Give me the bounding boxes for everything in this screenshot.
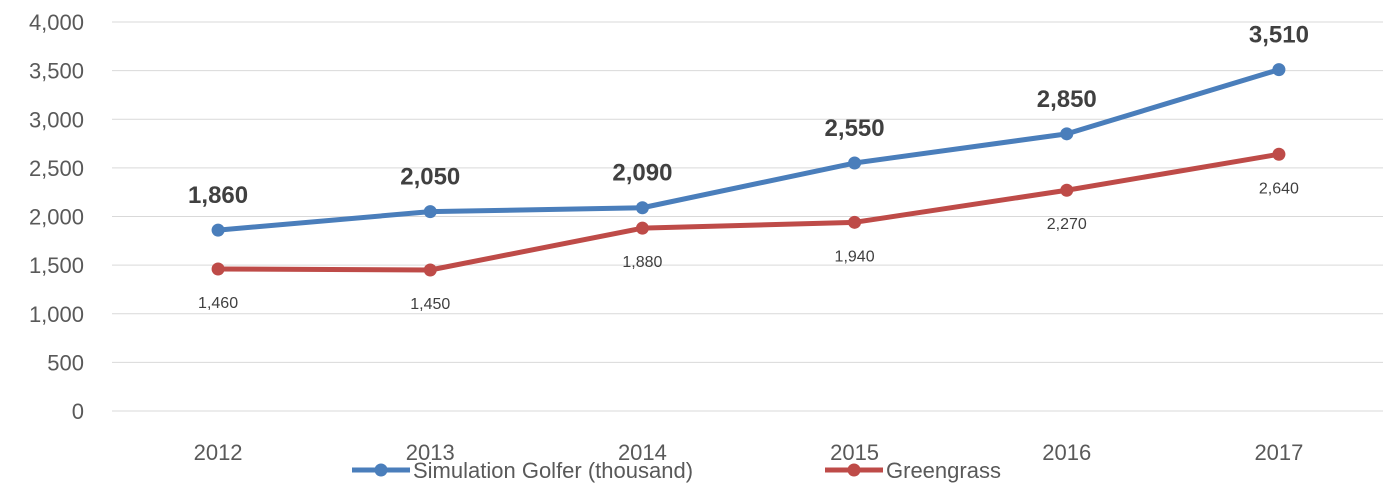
data-label: 2,050 bbox=[400, 164, 460, 191]
data-label: 2,090 bbox=[612, 160, 672, 187]
y-tick-label: 2,500 bbox=[29, 156, 84, 181]
legend: Simulation Golfer (thousand) Greengrass bbox=[352, 458, 1001, 483]
data-point bbox=[423, 263, 437, 277]
data-label: 1,460 bbox=[198, 295, 238, 312]
data-point bbox=[211, 262, 225, 276]
x-tick-label: 2016 bbox=[1042, 440, 1091, 465]
data-point bbox=[848, 215, 862, 229]
data-point bbox=[848, 156, 862, 170]
legend-label: Simulation Golfer (thousand) bbox=[413, 458, 693, 483]
y-tick-label: 1,000 bbox=[29, 302, 84, 327]
x-tick-label: 2015 bbox=[830, 440, 879, 465]
y-tick-label: 2,000 bbox=[29, 205, 84, 230]
data-label: 2,640 bbox=[1259, 180, 1299, 197]
legend-swatch-marker bbox=[847, 463, 861, 477]
data-point bbox=[211, 223, 225, 237]
y-tick-label: 3,000 bbox=[29, 107, 84, 132]
x-tick-label: 2013 bbox=[406, 440, 455, 465]
data-point bbox=[1272, 147, 1286, 161]
x-tick-label: 2014 bbox=[618, 440, 667, 465]
series-line bbox=[215, 67, 1282, 233]
series-group bbox=[211, 63, 1286, 277]
x-axis-ticks: 2012 2013 2014 2015 2016 2017 bbox=[194, 440, 1304, 465]
data-point bbox=[635, 221, 649, 235]
data-label: 1,860 bbox=[188, 182, 248, 209]
data-label: 2,850 bbox=[1037, 86, 1097, 113]
y-tick-label: 3,500 bbox=[29, 59, 84, 84]
y-tick-label: 1,500 bbox=[29, 253, 84, 278]
data-point bbox=[635, 201, 649, 215]
data-point bbox=[1060, 127, 1074, 141]
x-tick-label: 2012 bbox=[194, 440, 243, 465]
data-label: 2,270 bbox=[1047, 216, 1087, 233]
data-labels: 1,860 2,050 2,090 2,550 2,850 3,510 1,460 1,450… bbox=[188, 22, 1309, 313]
y-axis-ticks: 0 500 1,000 1,500 2,000 2,500 3,000 3,500 4,000 bbox=[29, 10, 84, 424]
x-tick-label: 2017 bbox=[1254, 440, 1303, 465]
data-label: 2,550 bbox=[825, 115, 885, 142]
data-label: 1,450 bbox=[410, 296, 450, 313]
data-label: 1,940 bbox=[835, 248, 875, 265]
data-label: 3,510 bbox=[1249, 22, 1309, 49]
y-tick-label: 500 bbox=[47, 350, 84, 375]
y-tick-label: 0 bbox=[72, 399, 84, 424]
gridlines bbox=[112, 21, 1383, 412]
data-point bbox=[1060, 183, 1074, 197]
legend-label: Greengrass bbox=[886, 458, 1001, 483]
data-label: 1,880 bbox=[622, 254, 662, 271]
legend-swatch-marker bbox=[374, 463, 388, 477]
data-point bbox=[423, 205, 437, 219]
series-line bbox=[215, 151, 1282, 273]
data-point bbox=[1272, 63, 1286, 77]
y-tick-label: 4,000 bbox=[29, 10, 84, 35]
